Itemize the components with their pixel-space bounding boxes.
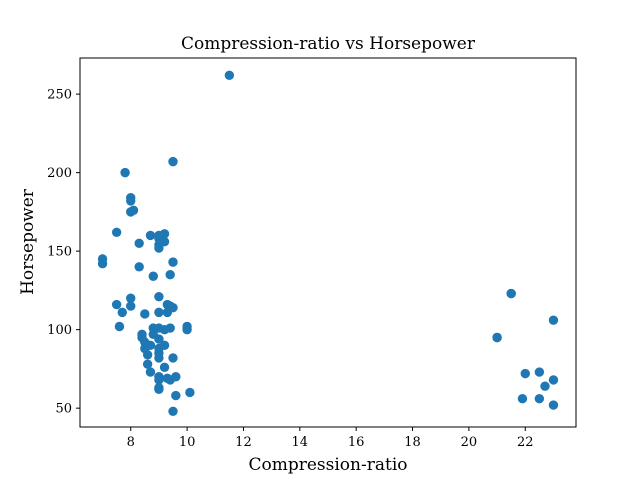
data-point [134, 238, 144, 248]
data-point [185, 387, 195, 398]
y-tick-label: 50 [55, 402, 72, 417]
data-point [159, 229, 170, 239]
data-point [154, 353, 164, 363]
data-point [548, 400, 559, 410]
data-point [548, 315, 559, 325]
data-point [148, 271, 158, 281]
y-tick-label: 250 [47, 88, 72, 103]
y-tick-label: 100 [47, 323, 72, 338]
data-point [492, 332, 502, 343]
x-tick-label: 8 [127, 435, 135, 450]
data-point [159, 237, 170, 247]
y-tick-label: 150 [47, 245, 72, 260]
data-point [126, 196, 136, 206]
data-point [520, 368, 530, 379]
data-point [154, 384, 164, 395]
x-tick-label: 20 [461, 435, 478, 450]
data-point [145, 230, 156, 241]
data-point [168, 353, 178, 363]
data-point [134, 262, 144, 272]
data-point [534, 394, 545, 404]
x-tick-label: 16 [348, 435, 365, 450]
data-point [548, 375, 559, 385]
x-tick-label: 22 [517, 435, 534, 450]
data-point [111, 299, 122, 310]
chart-title: Compression-ratio vs Horsepower [181, 34, 476, 54]
data-point [128, 205, 139, 216]
data-point [168, 302, 178, 313]
data-point [126, 301, 136, 311]
data-point [168, 406, 178, 416]
data-point [171, 372, 181, 382]
data-point [168, 156, 178, 167]
data-point [97, 258, 108, 269]
data-point [159, 362, 170, 373]
data-point [145, 367, 156, 377]
x-axis-label: Compression-ratio [248, 455, 407, 475]
data-point [165, 323, 175, 333]
data-point [120, 167, 130, 178]
data-point [140, 309, 150, 319]
data-point [154, 307, 164, 318]
data-point [517, 394, 528, 404]
data-point [117, 307, 127, 318]
x-tick-label: 18 [404, 435, 421, 450]
data-point [154, 334, 164, 344]
y-tick-label: 200 [47, 166, 72, 181]
data-point [159, 340, 170, 351]
data-point [168, 257, 178, 267]
x-tick-label: 10 [179, 435, 196, 450]
data-point [154, 291, 164, 302]
y-axis-label: Horsepower [18, 188, 38, 295]
data-point [154, 243, 164, 253]
data-point [540, 381, 550, 391]
data-point [145, 340, 156, 351]
plot-frame [79, 57, 577, 428]
data-point [142, 359, 153, 369]
data-point [171, 390, 181, 401]
data-point [114, 321, 125, 332]
data-point [534, 367, 545, 377]
data-point [224, 70, 235, 80]
ticks-layer: 8 10 12 14 16 18 20 22 50 100 150 200 250 [47, 88, 533, 450]
data-point [165, 269, 175, 280]
data-point [182, 324, 192, 335]
x-tick-label: 12 [235, 435, 252, 450]
x-tick-label: 14 [292, 435, 309, 450]
data-point [111, 227, 122, 237]
data-point [126, 293, 136, 303]
data-point [506, 288, 516, 299]
data-point [142, 350, 153, 360]
points-layer [97, 70, 559, 416]
data-point [154, 375, 164, 385]
